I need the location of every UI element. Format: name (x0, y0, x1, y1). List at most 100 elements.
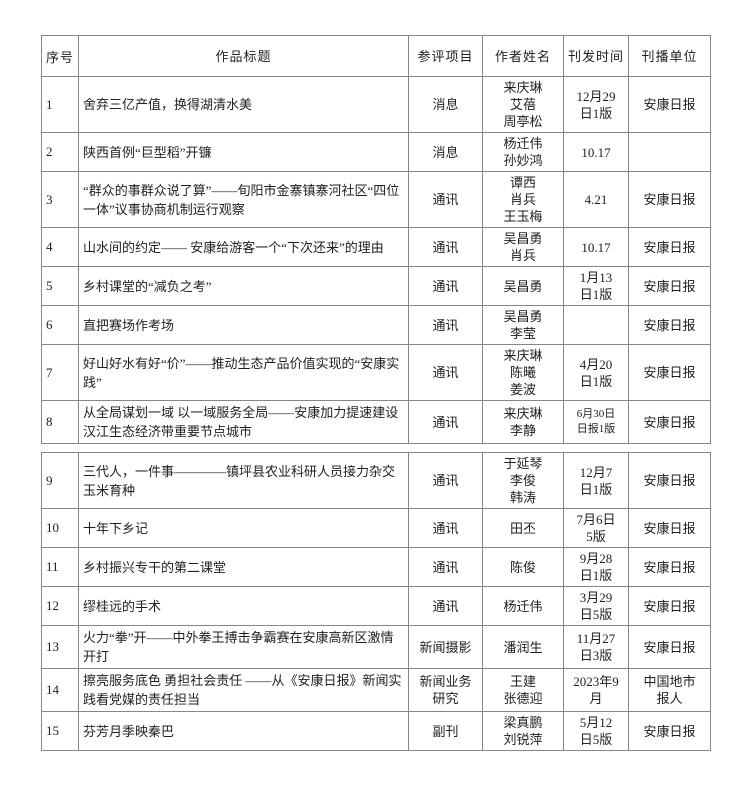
cell-title: 山水间的约定—— 安康给游客一个“下次还来”的理由 (78, 227, 409, 267)
cell-unit: 安康日报 (628, 400, 711, 444)
cell-title: 三代人，一件事————镇坪县农业科研人员接力杂交玉米育种 (78, 452, 409, 509)
cell-no: 13 (41, 625, 79, 669)
col-header-no: 序号 (41, 35, 79, 77)
cell-no: 2 (41, 132, 79, 172)
cell-time: 11月27 日3版 (563, 625, 629, 669)
cell-time: 5月12 日5版 (563, 711, 629, 751)
cell-time: 4.21 (563, 171, 629, 228)
table-row: 14 擦亮服务底色 勇担社会责任 ——从《安康日报》新闻实践看党媒的责任担当 新… (41, 668, 711, 712)
cell-time: 10.17 (563, 227, 629, 267)
cell-unit: 安康日报 (628, 344, 711, 401)
col-header-title: 作品标题 (78, 35, 409, 77)
cell-title: 擦亮服务底色 勇担社会责任 ——从《安康日报》新闻实践看党媒的责任担当 (78, 668, 409, 712)
cell-authors: 吴昌勇 (482, 266, 564, 306)
cell-authors: 田丕 (482, 508, 564, 548)
section-gap (41, 444, 711, 452)
cell-no: 10 (41, 508, 79, 548)
cell-unit: 安康日报 (628, 625, 711, 669)
table-row: 1 舍弃三亿产值，换得湖清水美 消息 来庆琳 艾蓓 周亭松 12月29 日1版 … (41, 76, 711, 133)
cell-category: 通讯 (408, 227, 483, 267)
cell-authors: 王建 张德迎 (482, 668, 564, 712)
table-row: 15 芬芳月季映秦巴 副刊 梁真鹏 刘锐萍 5月12 日5版 安康日报 (41, 711, 711, 751)
cell-unit: 安康日报 (628, 305, 711, 345)
cell-authors: 吴昌勇 肖兵 (482, 227, 564, 267)
cell-title: 陕西首例“巨型稻”开镰 (78, 132, 409, 172)
table-row: 13 火力“拳”开——中外拳王搏击争霸赛在安康高新区激情开打 新闻摄影 潘润生 … (41, 625, 711, 669)
cell-category: 副刊 (408, 711, 483, 751)
cell-title: 芬芳月季映秦巴 (78, 711, 409, 751)
cell-no: 6 (41, 305, 79, 345)
cell-authors: 杨迁伟 孙妙鸿 (482, 132, 564, 172)
cell-title: “群众的事群众说了算”——旬阳市金寨镇寨河社区“四位一体”议事协商机制运行观察 (78, 171, 409, 228)
cell-unit: 安康日报 (628, 711, 711, 751)
table-row: 2 陕西首例“巨型稻”开镰 消息 杨迁伟 孙妙鸿 10.17 (41, 132, 711, 172)
cell-category: 通讯 (408, 266, 483, 306)
cell-category: 新闻业务 研究 (408, 668, 483, 712)
cell-category: 新闻摄影 (408, 625, 483, 669)
table-row: 10 十年下乡记 通讯 田丕 7月6日 5版 安康日报 (41, 508, 711, 548)
cell-no: 3 (41, 171, 79, 228)
cell-no: 7 (41, 344, 79, 401)
cell-title: 好山好水有好“价”——推动生态产品价值实现的“安康实践” (78, 344, 409, 401)
cell-authors: 陈俊 (482, 547, 564, 587)
cell-authors: 吴昌勇 李莹 (482, 305, 564, 345)
table-row: 11 乡村振兴专干的第二课堂 通讯 陈俊 9月28 日1版 安康日报 (41, 547, 711, 587)
entries-table-area: 序号 作品标题 参评项目 作者姓名 刊发时间 刊播单位 1 舍弃三亿产值，换得湖… (41, 35, 711, 751)
cell-unit: 安康日报 (628, 76, 711, 133)
cell-unit: 安康日报 (628, 452, 711, 509)
cell-no: 14 (41, 668, 79, 712)
cell-category: 通讯 (408, 344, 483, 401)
cell-title: 从全局谋划一域 以一域服务全局——安康加力提速建设汉江生态经济带重要节点城市 (78, 400, 409, 444)
cell-time: 12月7 日1版 (563, 452, 629, 509)
cell-time: 7月6日 5版 (563, 508, 629, 548)
cell-time: 9月28 日1版 (563, 547, 629, 587)
col-header-time: 刊发时间 (563, 35, 629, 77)
cell-unit: 中国地市 报人 (628, 668, 711, 712)
table-row: 3 “群众的事群众说了算”——旬阳市金寨镇寨河社区“四位一体”议事协商机制运行观… (41, 171, 711, 228)
cell-category: 通讯 (408, 586, 483, 626)
cell-unit: 安康日报 (628, 227, 711, 267)
table-row: 12 缪桂远的手术 通讯 杨迁伟 3月29 日5版 安康日报 (41, 586, 711, 626)
cell-category: 通讯 (408, 508, 483, 548)
cell-time: 6月30日 日报1版 (563, 400, 629, 444)
cell-category: 通讯 (408, 305, 483, 345)
cell-time: 3月29 日5版 (563, 586, 629, 626)
cell-title: 舍弃三亿产值，换得湖清水美 (78, 76, 409, 133)
cell-title: 乡村振兴专干的第二课堂 (78, 547, 409, 587)
cell-time: 10.17 (563, 132, 629, 172)
cell-authors: 梁真鹏 刘锐萍 (482, 711, 564, 751)
cell-category: 消息 (408, 76, 483, 133)
col-header-authors: 作者姓名 (482, 35, 564, 77)
cell-unit: 安康日报 (628, 266, 711, 306)
cell-category: 通讯 (408, 452, 483, 509)
cell-category: 通讯 (408, 547, 483, 587)
cell-authors: 来庆琳 陈曦 姜波 (482, 344, 564, 401)
cell-authors: 来庆琳 艾蓓 周亭松 (482, 76, 564, 133)
cell-title: 火力“拳”开——中外拳王搏击争霸赛在安康高新区激情开打 (78, 625, 409, 669)
col-header-unit: 刊播单位 (628, 35, 711, 77)
cell-no: 15 (41, 711, 79, 751)
cell-no: 12 (41, 586, 79, 626)
cell-category: 通讯 (408, 400, 483, 444)
cell-unit: 安康日报 (628, 586, 711, 626)
col-header-category: 参评项目 (408, 35, 483, 77)
table-row: 8 从全局谋划一域 以一域服务全局——安康加力提速建设汉江生态经济带重要节点城市… (41, 400, 711, 444)
cell-time (563, 305, 629, 345)
cell-no: 8 (41, 400, 79, 444)
cell-unit: 安康日报 (628, 508, 711, 548)
cell-title: 乡村课堂的“减负之考” (78, 266, 409, 306)
cell-unit: 安康日报 (628, 171, 711, 228)
cell-title: 直把赛场作考场 (78, 305, 409, 345)
table-row: 9 三代人，一件事————镇坪县农业科研人员接力杂交玉米育种 通讯 于延琴 李俊… (41, 452, 711, 509)
cell-authors: 于延琴 李俊 韩涛 (482, 452, 564, 509)
cell-category: 通讯 (408, 171, 483, 228)
table-row: 5 乡村课堂的“减负之考” 通讯 吴昌勇 1月13 日1版 安康日报 (41, 266, 711, 306)
header-row: 序号 作品标题 参评项目 作者姓名 刊发时间 刊播单位 (41, 35, 711, 77)
cell-authors: 杨迁伟 (482, 586, 564, 626)
cell-unit: 安康日报 (628, 547, 711, 587)
table-row: 4 山水间的约定—— 安康给游客一个“下次还来”的理由 通讯 吴昌勇 肖兵 10… (41, 227, 711, 267)
cell-title: 缪桂远的手术 (78, 586, 409, 626)
cell-authors: 来庆琳 李静 (482, 400, 564, 444)
cell-time: 2023年9 月 (563, 668, 629, 712)
cell-unit (628, 132, 711, 172)
